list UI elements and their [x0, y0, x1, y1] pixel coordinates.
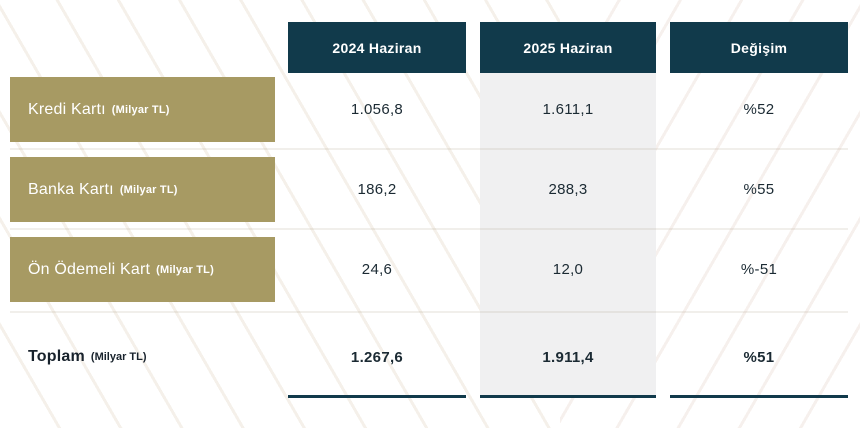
row-label-text: Ön Ödemeli Kart — [28, 260, 151, 278]
row-divider — [10, 228, 848, 230]
column-header-label: 2024 Haziran — [332, 39, 422, 56]
row-label-text: Kredi Kartı — [28, 100, 106, 118]
cell-onodeme-2025: 12,0 — [552, 261, 584, 278]
row-label-unit: (Milyar TL) — [119, 183, 178, 196]
column-header-degisim: Değişim — [670, 22, 848, 73]
row-label-text: Banka Kartı — [28, 180, 114, 198]
row-label-toplam: Toplam (Milyar TL) — [10, 322, 275, 392]
row-label-on-odemeli-kart: Ön Ödemeli Kart (Milyar TL) — [10, 237, 275, 302]
cell-toplam-change: %51 — [743, 348, 775, 366]
column-underline-2024 — [288, 395, 466, 398]
column-header-label: 2025 Haziran — [523, 39, 613, 56]
cell-kredi-2025: 1.611,1 — [542, 101, 594, 118]
cell-banka-change: %55 — [743, 181, 775, 198]
cell-kredi-change: %52 — [743, 101, 775, 118]
cell-banka-2024: 186,2 — [357, 181, 397, 198]
column-underline-degisim — [670, 395, 848, 398]
row-label-banka-karti: Banka Kartı (Milyar TL) — [10, 157, 275, 222]
total-label-text: Toplam — [28, 348, 85, 365]
cell-kredi-2024: 1.056,8 — [350, 101, 404, 118]
cell-onodeme-2024: 24,6 — [361, 261, 393, 278]
column-header-label: Değişim — [730, 39, 788, 56]
row-label-kredi-karti: Kredi Kartı (Milyar TL) — [10, 77, 275, 142]
cell-toplam-2024: 1.267,6 — [350, 348, 404, 366]
column-header-2025-haziran: 2025 Haziran — [480, 22, 656, 73]
column-highlight-2025 — [480, 73, 656, 398]
row-divider — [10, 148, 848, 150]
cell-onodeme-change: %-51 — [740, 261, 778, 278]
row-label-unit: (Milyar TL) — [111, 103, 170, 116]
column-header-2024-haziran: 2024 Haziran — [288, 22, 466, 73]
cell-banka-2025: 288,3 — [548, 181, 588, 198]
cell-toplam-2025: 1.911,4 — [542, 348, 594, 366]
row-label-unit: (Milyar TL) — [156, 263, 214, 276]
column-underline-2025 — [480, 395, 656, 398]
total-label-unit: (Milyar TL) — [90, 351, 147, 363]
row-divider — [10, 311, 848, 313]
